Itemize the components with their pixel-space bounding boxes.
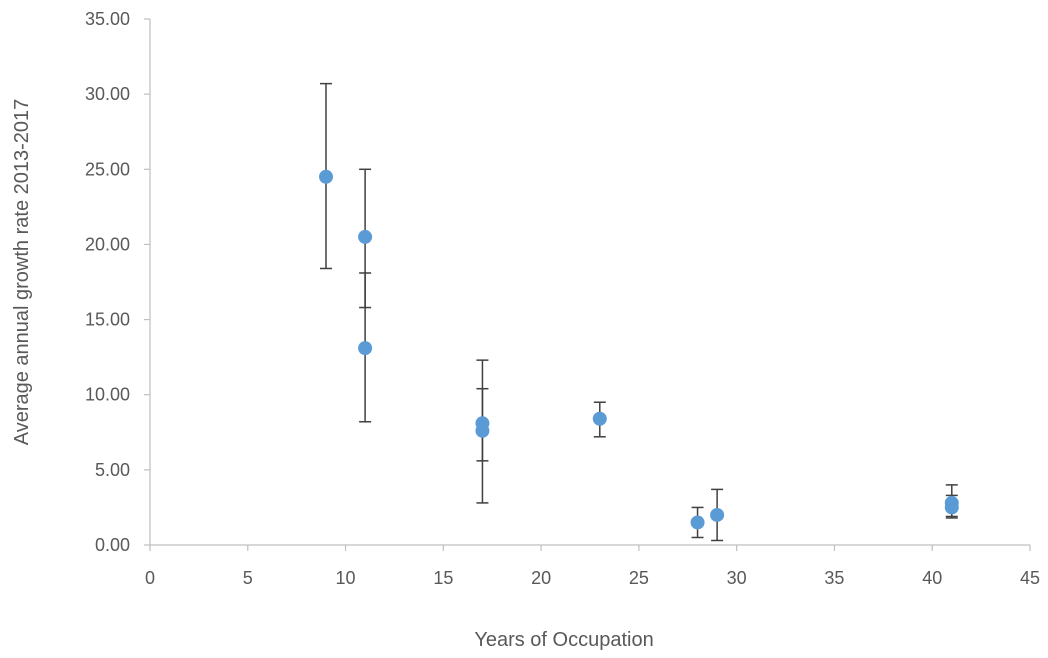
data-point xyxy=(690,515,705,530)
data-point xyxy=(710,507,725,522)
data-point xyxy=(592,411,607,426)
x-tick-label: 15 xyxy=(433,568,453,588)
x-tick-label: 40 xyxy=(922,568,942,588)
y-axis-ticks: 0.00 5.00 10.00 15.00 20.00 25.00 30.00 35.00 xyxy=(85,9,150,555)
y-tick-label: 0.00 xyxy=(95,535,130,555)
data-point xyxy=(358,341,373,356)
x-tick-label: 5 xyxy=(243,568,253,588)
y-tick-label: 5.00 xyxy=(95,460,130,480)
x-tick-label: 0 xyxy=(145,568,155,588)
y-tick-label: 20.00 xyxy=(85,234,130,254)
data-point xyxy=(944,500,959,515)
y-tick-label: 25.00 xyxy=(85,159,130,179)
y-axis-title: Average annual growth rate 2013-2017 xyxy=(11,99,33,446)
data-point xyxy=(358,229,373,244)
y-tick-label: 10.00 xyxy=(85,385,130,405)
x-tick-label: 20 xyxy=(531,568,551,588)
x-axis-ticks: 0 5 10 15 20 25 30 35 40 45 xyxy=(145,545,1040,588)
x-tick-label: 10 xyxy=(336,568,356,588)
error-bars xyxy=(320,82,958,542)
y-tick-label: 15.00 xyxy=(85,310,130,330)
x-tick-label: 45 xyxy=(1020,568,1040,588)
data-points xyxy=(319,169,959,530)
x-tick-label: 25 xyxy=(629,568,649,588)
y-tick-label: 35.00 xyxy=(85,9,130,29)
data-point xyxy=(319,169,333,184)
x-tick-label: 30 xyxy=(727,568,747,588)
x-tick-label: 35 xyxy=(824,568,844,588)
axes xyxy=(149,19,1030,546)
y-tick-label: 30.00 xyxy=(85,84,130,104)
x-axis-title: Years of Occupation xyxy=(474,629,653,651)
data-point xyxy=(475,423,490,438)
